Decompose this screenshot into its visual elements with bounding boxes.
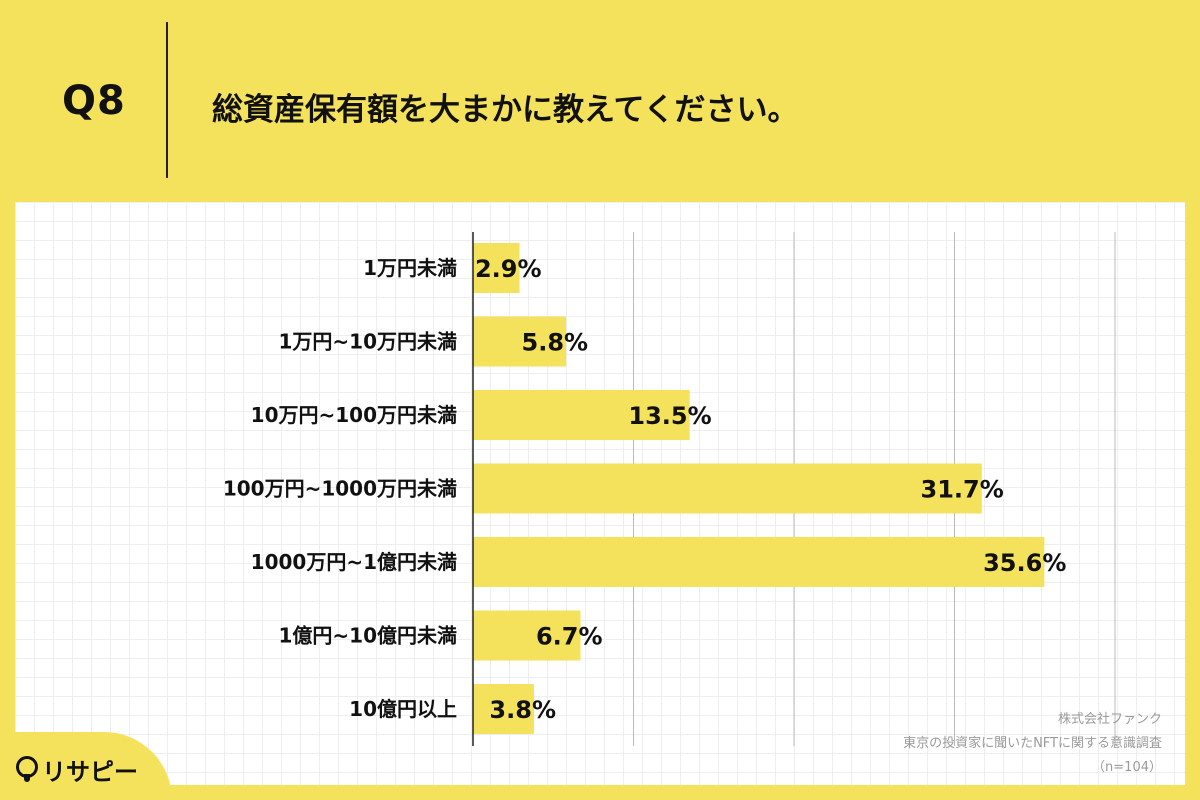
chart-panel: 1万円未満 2.9% 1万円~10万円未満 5.8% 10万円~100万円未満 13.5%… [15, 202, 1185, 785]
pin-icon-tail [24, 774, 30, 782]
source-company: 株式会社ファンク [1057, 712, 1162, 727]
category-label: 1万円~10万円未満 [278, 330, 457, 354]
category-label: 1万円未満 [363, 256, 457, 280]
bar [473, 390, 690, 440]
question-title: 総資産保有額を大まかに教えてください。 [212, 92, 799, 128]
bar [473, 243, 520, 293]
source-note: 株式会社ファンク 東京の投資家に聞いたNFTに関する意識調査 （n=104） [903, 708, 1162, 780]
value-label: 6.7% [536, 623, 603, 651]
category-label: 1億円~10億円未満 [278, 624, 457, 648]
question-number: Q8 [62, 78, 126, 124]
bar [473, 610, 581, 661]
logo: リサピー [0, 732, 172, 800]
source-sample: （n=104） [1092, 760, 1162, 775]
bar [473, 316, 567, 367]
header: Q8 総資産保有額を大まかに教えてください。 [0, 0, 1200, 200]
value-label: 13.5% [628, 402, 711, 430]
category-label: 10万円~100万円未満 [251, 403, 457, 427]
bar [473, 537, 1045, 587]
bar-chart: 1万円未満 2.9% 1万円~10万円未満 5.8% 10万円~100万円未満 13.5%… [223, 232, 1116, 746]
value-label: 2.9% [475, 255, 542, 283]
category-label: 10億円以上 [349, 697, 457, 721]
bar [473, 463, 982, 514]
header-divider [166, 22, 168, 178]
logo-text: リサピー [42, 758, 138, 786]
category-label: 100万円~1000万円未満 [223, 477, 457, 501]
category-label: 1000万円~1億円未満 [251, 550, 457, 574]
value-label: 3.8% [489, 696, 556, 724]
value-label: 35.6% [983, 549, 1066, 577]
value-label: 31.7% [921, 476, 1004, 504]
value-label: 5.8% [522, 329, 589, 357]
bar [473, 684, 534, 734]
source-survey: 東京の投資家に聞いたNFTに関する意識調査 [903, 736, 1162, 751]
